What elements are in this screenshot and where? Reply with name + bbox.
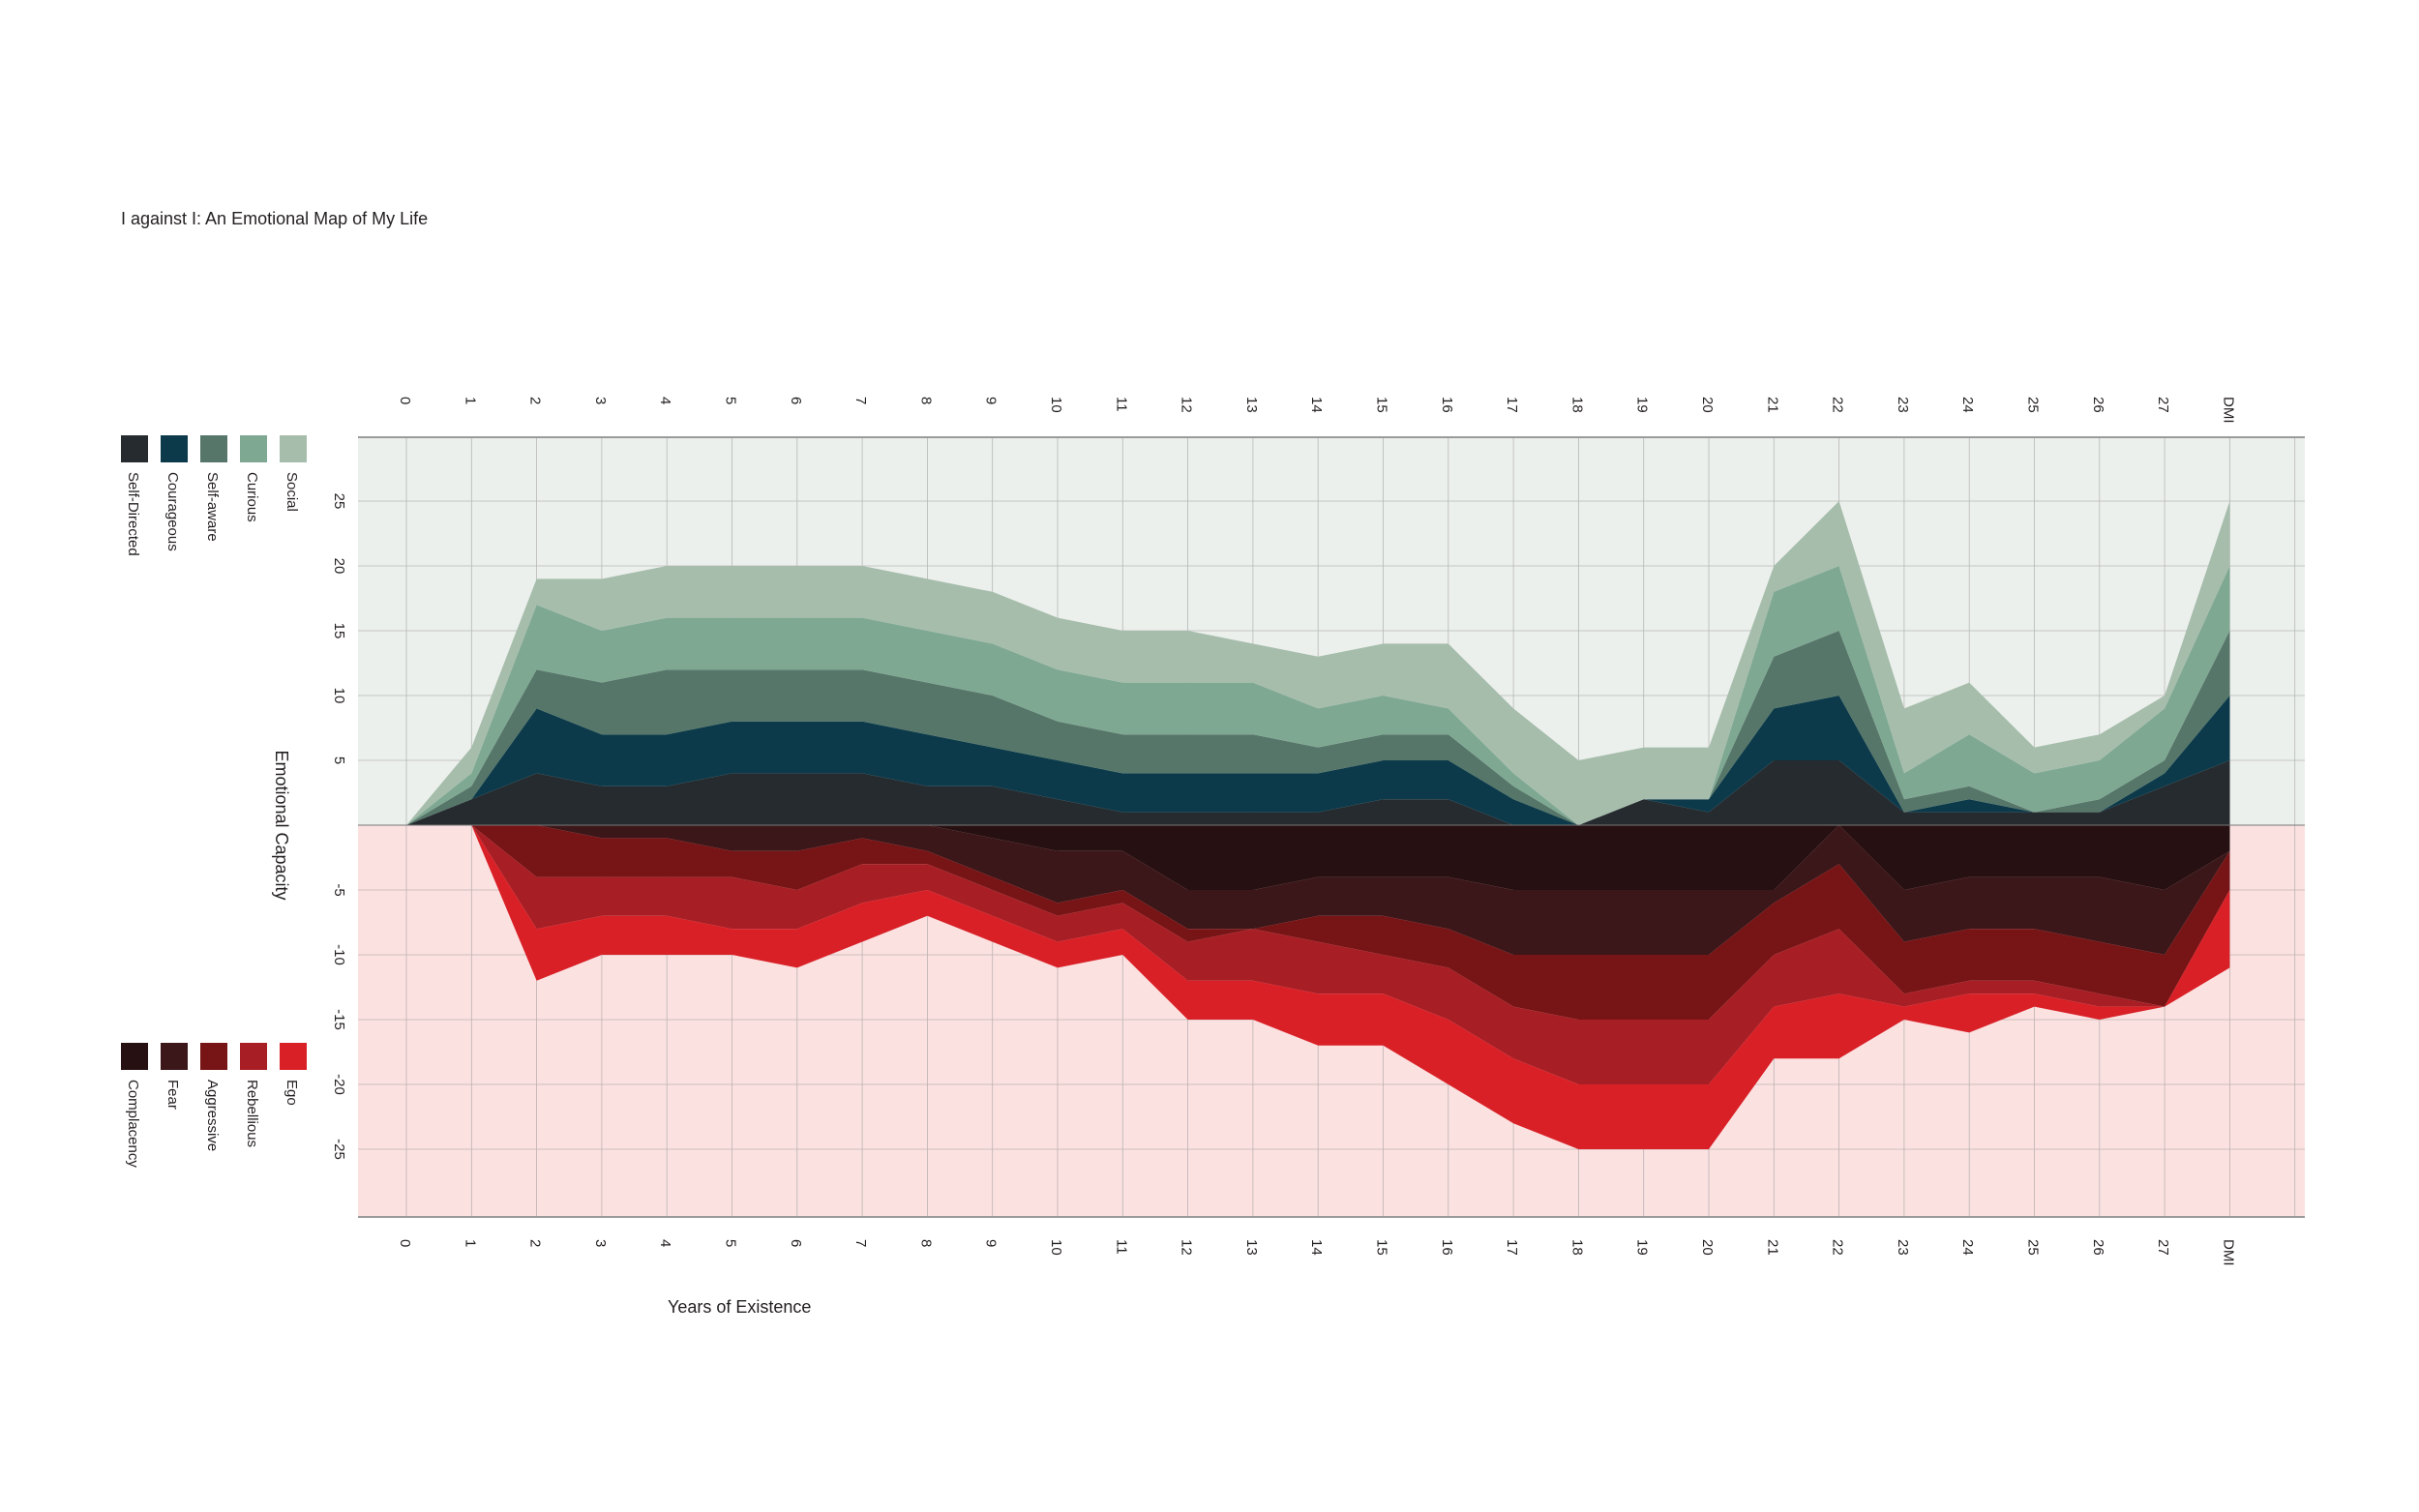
x-axis-label: Years of Existence — [668, 1297, 811, 1318]
y-tick-label: 15 — [331, 623, 347, 639]
x-tick-label-top: 6 — [788, 397, 804, 404]
x-tick-label-top: 1 — [462, 397, 478, 404]
positive-legend-swatch — [121, 435, 148, 462]
x-tick-label-top: 14 — [1308, 397, 1325, 413]
x-tick-label-top: 23 — [1895, 397, 1911, 413]
x-tick-label-bottom: 19 — [1634, 1239, 1651, 1256]
x-tick-label-bottom: 5 — [723, 1239, 739, 1247]
x-tick-label-bottom: 4 — [657, 1239, 673, 1247]
x-tick-label-bottom: DMI — [2220, 1239, 2236, 1266]
x-tick-label-bottom: 1 — [462, 1239, 478, 1247]
x-tick-label-top: 8 — [917, 397, 934, 404]
positive-legend-swatch — [280, 435, 307, 462]
x-tick-label-bottom: 7 — [852, 1239, 869, 1247]
x-tick-label-top: 26 — [2090, 397, 2106, 413]
x-tick-label-top: 15 — [1374, 397, 1390, 413]
y-tick-label: -5 — [331, 883, 347, 896]
x-tick-label-bottom: 22 — [1830, 1239, 1846, 1256]
positive-legend-swatch — [240, 435, 267, 462]
negative-legend-label: Fear — [164, 1080, 181, 1110]
y-tick-label: 20 — [331, 558, 347, 575]
x-tick-label-bottom: 16 — [1439, 1239, 1455, 1256]
x-tick-label-top: 17 — [1504, 397, 1520, 413]
x-tick-label-bottom: 15 — [1374, 1239, 1390, 1256]
x-tick-label-top: 20 — [1699, 397, 1716, 413]
x-tick-label-top: 22 — [1830, 397, 1846, 413]
negative-legend-label: Rebellious — [244, 1080, 260, 1147]
y-tick-label: 5 — [331, 756, 347, 764]
x-tick-label-bottom: 21 — [1764, 1239, 1780, 1256]
x-tick-label-bottom: 24 — [1959, 1239, 1976, 1256]
x-tick-label-bottom: 23 — [1895, 1239, 1911, 1256]
y-tick-label: 25 — [331, 493, 347, 510]
x-tick-label-bottom: 20 — [1699, 1239, 1716, 1256]
x-tick-label-bottom: 13 — [1243, 1239, 1260, 1256]
x-tick-label-top: 10 — [1048, 397, 1064, 413]
y-tick-label: -15 — [331, 1009, 347, 1030]
x-tick-label-top: 16 — [1439, 397, 1455, 413]
x-tick-label-top: 27 — [2155, 397, 2171, 413]
x-tick-label-bottom: 27 — [2155, 1239, 2171, 1256]
x-tick-label-bottom: 10 — [1048, 1239, 1064, 1256]
x-tick-label-top: 21 — [1764, 397, 1780, 413]
x-tick-label-bottom: 14 — [1308, 1239, 1325, 1256]
positive-legend-swatch — [161, 435, 188, 462]
x-tick-label-bottom: 17 — [1504, 1239, 1520, 1256]
x-tick-label-top: 12 — [1179, 397, 1195, 413]
positive-legend-label: Social — [284, 472, 300, 512]
negative-legend-swatch — [280, 1043, 307, 1070]
x-tick-label-bottom: 6 — [788, 1239, 804, 1247]
x-tick-label-bottom: 9 — [983, 1239, 1000, 1247]
x-tick-label-top: 7 — [852, 397, 869, 404]
x-tick-label-top: 3 — [592, 397, 609, 404]
x-tick-label-top: DMI — [2220, 397, 2236, 424]
negative-legend-label: Complacency — [125, 1080, 141, 1168]
x-tick-label-top: 24 — [1959, 397, 1976, 413]
x-tick-label-bottom: 26 — [2090, 1239, 2106, 1256]
x-tick-label-bottom: 8 — [917, 1239, 934, 1247]
x-tick-label-top: 5 — [723, 397, 739, 404]
x-tick-label-bottom: 18 — [1568, 1239, 1585, 1256]
negative-legend-swatch — [161, 1043, 188, 1070]
x-tick-label-bottom: 0 — [397, 1239, 413, 1247]
x-tick-label-top: 9 — [983, 397, 1000, 404]
y-tick-label: -20 — [331, 1074, 347, 1095]
x-tick-label-top: 0 — [397, 397, 413, 404]
x-tick-label-top: 19 — [1634, 397, 1651, 413]
x-tick-label-bottom: 25 — [2025, 1239, 2042, 1256]
negative-legend-swatch — [240, 1043, 267, 1070]
x-tick-label-top: 18 — [1568, 397, 1585, 413]
y-tick-label: 10 — [331, 688, 347, 704]
y-axis-label: Emotional Capacity — [272, 750, 291, 900]
x-tick-label-top: 13 — [1243, 397, 1260, 413]
y-tick-label: -10 — [331, 944, 347, 965]
x-tick-label-top: 4 — [657, 397, 673, 404]
negative-legend-swatch — [121, 1043, 148, 1070]
positive-legend-label: Self-Directed — [125, 472, 141, 556]
positive-legend-label: Courageous — [164, 472, 181, 551]
positive-legend-label: Self-aware — [204, 472, 221, 542]
x-tick-label-top: 11 — [1113, 397, 1129, 412]
negative-legend-label: Aggressive — [204, 1080, 221, 1151]
x-tick-label-bottom: 2 — [527, 1239, 544, 1247]
x-tick-label-bottom: 11 — [1113, 1239, 1129, 1255]
negative-legend-swatch — [200, 1043, 227, 1070]
x-tick-label-top: 2 — [527, 397, 544, 404]
positive-legend-label: Curious — [244, 472, 260, 522]
x-tick-label-top: 25 — [2025, 397, 2042, 413]
negative-legend-label: Ego — [284, 1080, 300, 1106]
y-tick-label: -25 — [331, 1139, 347, 1160]
positive-legend-swatch — [200, 435, 227, 462]
x-tick-label-bottom: 12 — [1179, 1239, 1195, 1256]
x-tick-label-bottom: 3 — [592, 1239, 609, 1247]
